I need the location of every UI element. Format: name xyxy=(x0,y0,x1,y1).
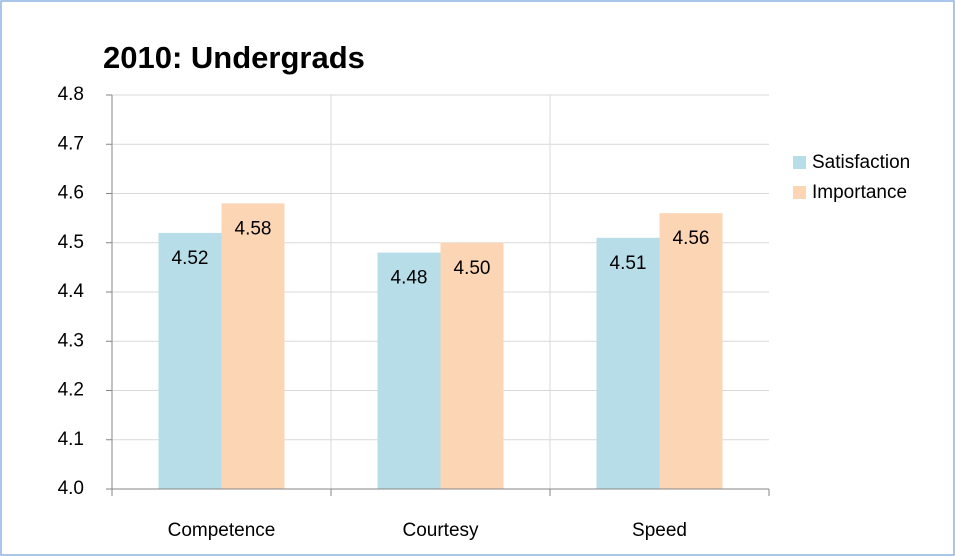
chart-title: 2010: Undergrads xyxy=(103,40,365,75)
y-tick-label: 4.6 xyxy=(58,183,84,204)
legend-swatch xyxy=(793,156,806,169)
data-label: 4.56 xyxy=(673,228,710,249)
data-label: 4.48 xyxy=(391,268,428,289)
y-tick-label: 4.7 xyxy=(58,133,84,154)
y-tick-label: 4.4 xyxy=(58,281,85,302)
bar xyxy=(377,252,441,489)
legend-label: Satisfaction xyxy=(812,152,910,173)
x-tick-label: Speed xyxy=(632,520,687,541)
y-tick-label: 4.3 xyxy=(58,330,84,351)
data-label: 4.51 xyxy=(610,253,647,274)
y-tick-label: 4.1 xyxy=(58,429,84,450)
y-tick-label: 4.2 xyxy=(58,380,84,401)
legend-label: Importance xyxy=(812,182,907,203)
data-label: 4.58 xyxy=(235,218,272,239)
y-tick-label: 4.5 xyxy=(58,232,84,253)
bar xyxy=(596,237,660,489)
legend-swatch xyxy=(793,186,806,199)
bar xyxy=(158,232,222,489)
y-tick-label: 4.8 xyxy=(58,84,84,105)
bar xyxy=(659,213,723,489)
y-tick-label: 4.0 xyxy=(58,478,84,499)
x-tick-label: Courtesy xyxy=(402,520,479,541)
data-label: 4.50 xyxy=(454,258,491,279)
data-label: 4.52 xyxy=(172,248,209,269)
bar xyxy=(440,242,504,489)
x-tick-label: Competence xyxy=(168,520,276,541)
bar xyxy=(221,203,285,489)
